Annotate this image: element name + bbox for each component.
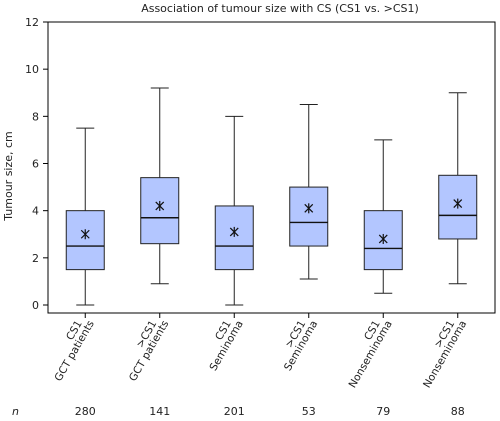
axes: 0 2 4 6 8 10 12 xyxy=(25,16,496,318)
n-value: 280 xyxy=(75,405,96,418)
boxes xyxy=(65,87,478,306)
mean-marker xyxy=(378,233,388,244)
n-value: 88 xyxy=(451,405,465,418)
mean-marker xyxy=(453,198,463,209)
plot-frame xyxy=(47,21,496,314)
y-tick-label: 4 xyxy=(32,205,39,218)
box-group xyxy=(214,115,254,306)
n-row-label: n xyxy=(12,405,19,418)
box-group xyxy=(140,87,180,285)
sample-size-row: n 280 141 201 53 79 88 xyxy=(12,405,465,418)
y-tick-label: 12 xyxy=(25,16,39,29)
n-value: 53 xyxy=(302,405,316,418)
n-value: 141 xyxy=(149,405,170,418)
y-axis-label: Tumour size, cm xyxy=(2,131,15,222)
y-tick-label: 0 xyxy=(32,299,39,312)
mean-marker xyxy=(155,200,165,211)
mean-marker xyxy=(304,203,314,214)
box xyxy=(289,186,329,247)
box-group xyxy=(289,104,329,280)
y-tick-label: 6 xyxy=(32,158,39,171)
y-tick-label: 10 xyxy=(25,63,39,76)
box-group xyxy=(438,92,478,285)
box-group xyxy=(363,139,403,294)
n-value: 79 xyxy=(376,405,390,418)
y-tick-label: 2 xyxy=(32,252,39,265)
mean-marker xyxy=(80,229,90,240)
mean-marker xyxy=(229,226,239,237)
y-tick-label: 8 xyxy=(32,110,39,123)
box xyxy=(65,210,105,271)
box xyxy=(214,205,254,271)
n-value: 201 xyxy=(224,405,245,418)
box-group xyxy=(65,127,105,306)
chart-title: Association of tumour size with CS (CS1 … xyxy=(141,2,419,15)
